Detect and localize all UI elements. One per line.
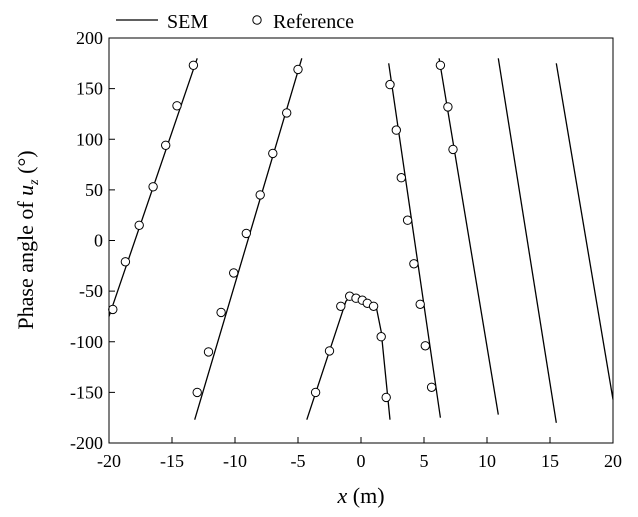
reference-point [381,392,391,403]
legend-reference-marker [252,15,262,25]
chart-legend: SEM Reference [116,11,354,33]
reference-point [368,301,379,311]
x-tick-label: -15 [160,451,184,471]
plot-area [108,58,614,423]
reference-point [396,173,406,183]
reference-point [134,220,144,231]
x-tick-label: 15 [541,451,559,471]
reference-point [241,228,252,239]
reference-point [415,299,425,309]
sem-line-segment [555,63,614,400]
reference-point [435,60,446,71]
reference-point [282,108,292,118]
sem-line-segment [194,58,303,420]
reference-point [216,307,226,318]
y-tick-label: -100 [70,332,103,352]
x-tick-label: 10 [478,451,496,471]
sem-line-segment [438,58,499,415]
x-tick-label: 20 [604,451,622,471]
reference-point [324,346,335,356]
y-tick-label: 0 [94,231,103,251]
sem-line-segment [497,58,557,423]
reference-point [108,304,118,315]
legend-sem-label: SEM [167,11,208,33]
reference-point [203,347,214,357]
reference-point [192,387,202,398]
x-axis-label: x (m) [336,483,384,508]
sem-line-segment [388,63,442,418]
y-tick-label: -200 [70,433,103,453]
y-tick-label: -150 [70,382,103,402]
x-axis-label-unit: (m) [347,483,384,508]
x-tick-label: -20 [97,451,121,471]
x-tick-label: 5 [420,451,429,471]
reference-point [409,259,419,269]
y-axis-label-unit: (°) [13,150,38,179]
reference-point [172,101,182,111]
plot-frame [108,37,614,444]
y-tick-label: -50 [79,281,103,301]
reference-point [443,102,453,112]
reference-point [229,268,239,278]
axes: -20 -15 -10 -5 0 5 10 15 20-200-150-100-50050100… [70,28,622,471]
y-tick-label: 200 [76,28,103,48]
reference-point [268,148,278,159]
reference-point [448,144,458,155]
reference-point [336,301,346,311]
reference-point [161,140,171,151]
reference-point [391,125,401,135]
x-tick-label: 0 [357,451,366,471]
reference-point [255,190,265,200]
x-axis-label-var: x [336,483,347,508]
y-tick-label: 150 [76,79,103,99]
reference-point [188,60,199,71]
reference-point [376,332,386,342]
y-axis-label-var: u [13,185,38,196]
y-tick-label: 50 [85,180,103,200]
y-axis-label: Phase angle of uz (°) [13,150,42,329]
y-axis-label-text: Phase angle of [13,196,38,330]
x-tick-label: -5 [291,451,306,471]
reference-point [402,215,413,225]
reference-point [310,387,321,398]
y-tick-label: 100 [76,129,103,149]
reference-point [426,382,437,392]
x-tick-label: -10 [223,451,247,471]
legend-reference-label: Reference [273,11,354,33]
sem-line-segment [306,295,391,420]
reference-point [120,257,131,267]
reference-point [420,341,430,351]
reference-point [385,79,395,90]
reference-point [293,64,303,75]
y-axis-label-sub: z [27,179,42,186]
reference-point [148,182,158,192]
